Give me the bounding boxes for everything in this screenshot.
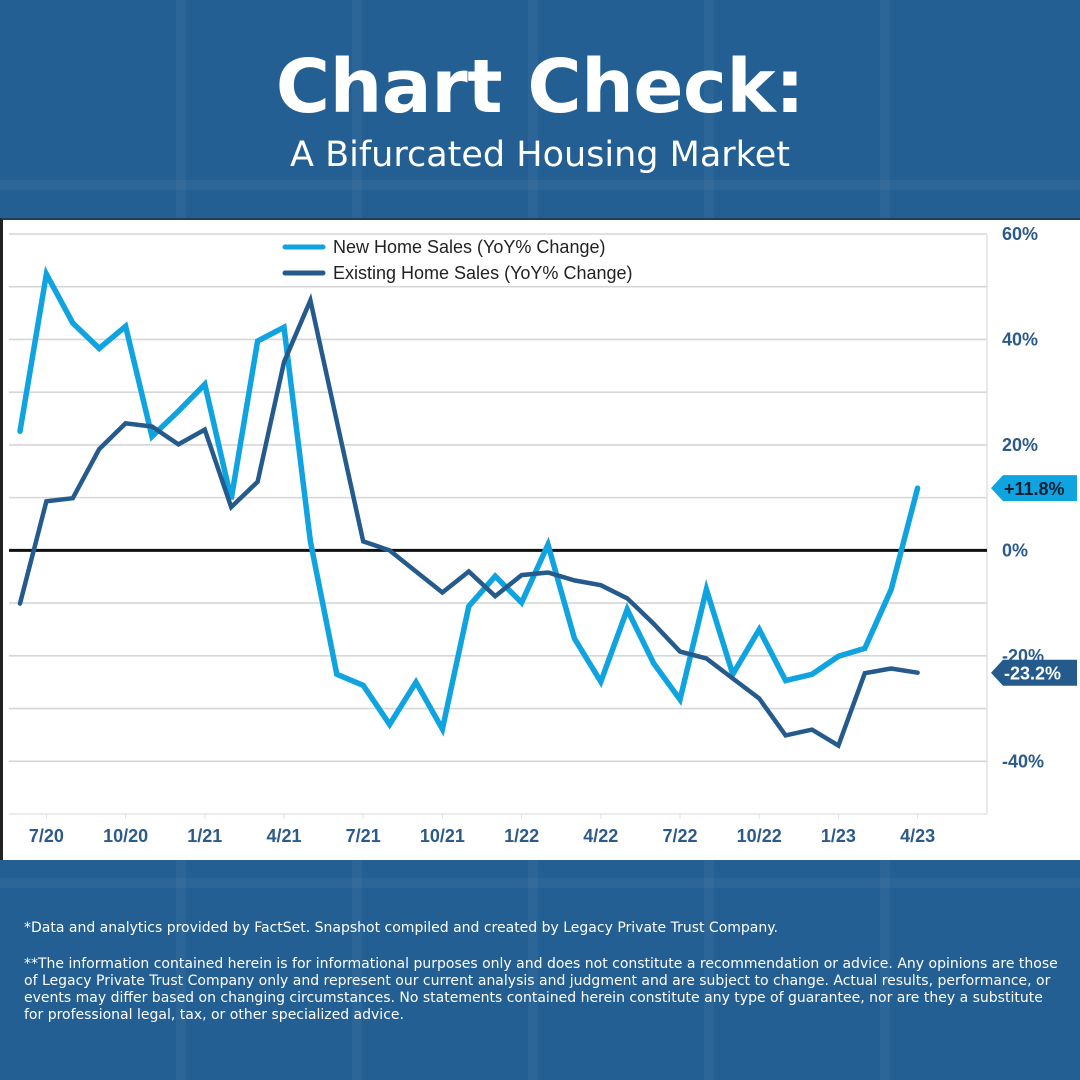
y-tick-label: 0% — [1002, 540, 1028, 560]
value-tag-shape — [991, 475, 1077, 502]
x-tick-label: 1/23 — [821, 826, 856, 846]
y-tick-label: 20% — [1002, 435, 1038, 455]
x-tick-label: 4/22 — [583, 826, 618, 846]
page-title: Chart Check: — [275, 44, 805, 130]
legend: New Home Sales (YoY% Change) Existing Hom… — [282, 237, 633, 283]
x-tick-label: 10/21 — [420, 826, 465, 846]
value-tag-label: -23.2% — [1004, 664, 1061, 684]
x-tick-label: 10/22 — [737, 826, 782, 846]
new-sales-value-tag: +11.8% — [991, 475, 1077, 502]
footer: *Data and analytics provided by FactSet.… — [24, 920, 1064, 1043]
existing-sales-value-tag: -23.2% — [991, 659, 1077, 686]
x-tick-label: 7/22 — [662, 826, 697, 846]
x-tick-label: 7/20 — [29, 826, 64, 846]
legend-label: New Home Sales (YoY% Change) — [333, 237, 605, 257]
page-subtitle: A Bifurcated Housing Market — [290, 135, 790, 175]
x-tick-label: 1/22 — [504, 826, 539, 846]
y-tick-label: 40% — [1002, 329, 1038, 349]
value-tag-shape — [991, 659, 1077, 686]
chart-panel: 60% 40% 20% 0% -20% -40% 7/20 10/20 1/21 4/21 7/2… — [0, 218, 1080, 860]
value-tag-label: +11.8% — [1004, 479, 1065, 499]
source-note: *Data and analytics provided by FactSet.… — [24, 920, 778, 936]
header: Chart Check: A Bifurcated Housing Market — [0, 0, 1080, 176]
last-value-tags: +11.8% -23.2% — [991, 475, 1077, 686]
x-tick-label: 4/21 — [266, 826, 301, 846]
x-tick-label: 1/21 — [187, 826, 222, 846]
series-lines — [17, 265, 921, 749]
x-tick-label: 4/23 — [900, 826, 935, 846]
x-tick-label: 7/21 — [346, 826, 381, 846]
gridlines — [9, 233, 988, 815]
x-axis: 7/20 10/20 1/21 4/21 7/21 10/21 1/22 4/22 7/22 10… — [29, 814, 935, 846]
line-chart: 60%40%20%0%-20%-40% 7/20 10/20 1/21 4/21 7/2… — [9, 224, 1077, 846]
y-tick-label: -40% — [1002, 751, 1044, 771]
new-home-sales-line — [17, 265, 921, 737]
x-tick-label: 10/20 — [103, 826, 148, 846]
disclaimer: **The information contained herein is fo… — [24, 956, 1058, 1023]
legend-label: Existing Home Sales (YoY% Change) — [333, 263, 633, 283]
y-tick-label: 60% — [1002, 224, 1038, 244]
